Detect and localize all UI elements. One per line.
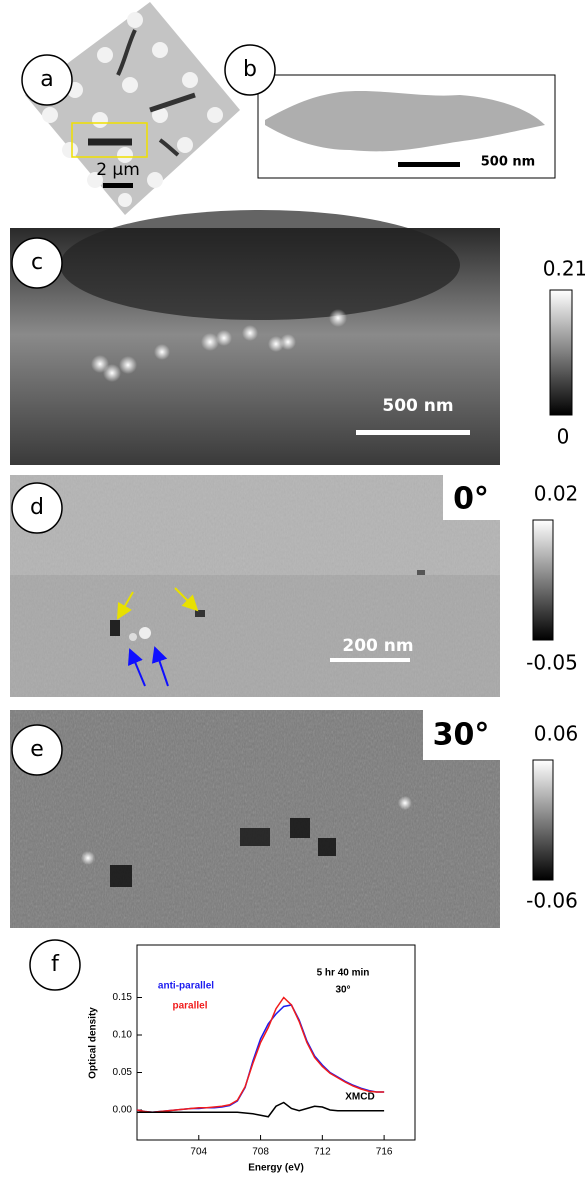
x-tick-label: 716 [376,1147,393,1158]
panel-f: f Energy (eV) Optical density 5 hr 40 mi… [30,940,415,1174]
y-tick-label: 0.10 [113,1030,133,1041]
scale-bar-label: 200 nm [342,636,413,656]
panel-label: b [243,57,257,82]
colorbar-max: 0.02 [534,482,579,506]
panel-c: 500 nm 0.21 0 c [10,210,585,465]
panel-label: c [31,250,43,275]
x-tick-label: 708 [252,1147,269,1158]
y-axis-label: Optical density [88,1007,99,1079]
colorbar-min: 0 [557,425,570,449]
x-tick-label: 704 [190,1147,207,1158]
annotation: 5 hr 40 min [317,968,370,979]
annotation: 30° [335,985,350,996]
x-axis-label: Energy (eV) [248,1163,304,1174]
angle-label: 30° [433,718,490,753]
colorbar-min: -0.05 [526,651,578,675]
y-tick-label: 0.00 [113,1105,133,1116]
legend-label: anti-parallel [158,981,214,992]
panel-d: 200 nm 0° 0.02 -0.05 d [10,475,578,697]
angle-label: 0° [453,482,489,517]
colorbar-min: -0.06 [526,889,578,913]
panel-label: f [51,952,60,977]
scale-bar-label: 2 μm [96,160,140,180]
panel-label: e [30,737,44,762]
x-tick-label: 712 [314,1147,331,1158]
y-tick-label: 0.15 [113,992,133,1003]
legend-label: parallel [172,1001,207,1012]
y-tick-label: 0.05 [113,1067,133,1078]
panel-b: 500 nm b [225,45,555,178]
panel-label: d [30,495,44,520]
panel-a: 2 μm a [22,2,240,215]
panel-e: 30° 0.06 -0.06 e [10,710,578,928]
legend-label: XMCD [345,1092,374,1103]
colorbar-max: 0.06 [534,722,579,746]
colorbar-max: 0.21 [543,257,585,281]
scale-bar-label: 500 nm [481,155,535,170]
panel-label: a [40,67,53,92]
figure: 2 μm a 500 nm b 500 nm 0.21 0 c [0,0,585,1183]
scale-bar-label: 500 nm [382,396,453,416]
